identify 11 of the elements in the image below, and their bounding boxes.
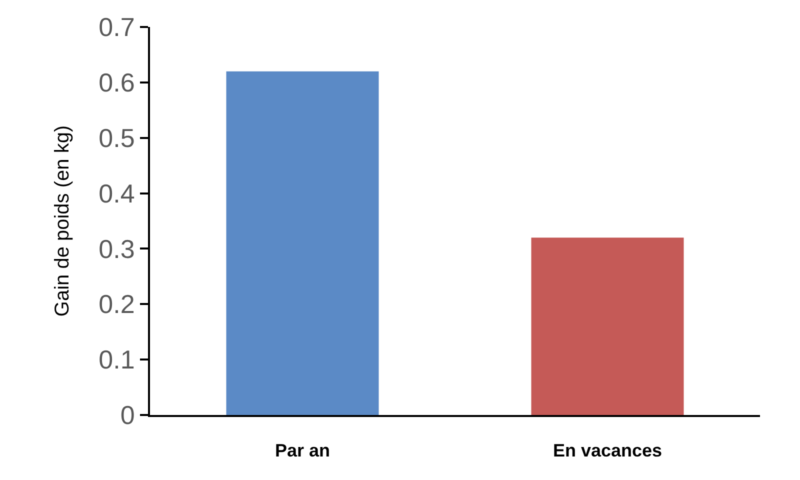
y-tick-label: 0.1 — [98, 344, 135, 375]
y-tick-label: 0.4 — [98, 178, 135, 208]
x-tick-label: En vacances — [552, 440, 662, 461]
y-tick-label: 0.3 — [98, 234, 135, 264]
y-tick-label: 0.5 — [98, 122, 135, 153]
y-tick-label: 0.6 — [98, 68, 135, 98]
y-tick-label: 0 — [120, 400, 135, 430]
y-tick-label: 0.7 — [98, 12, 135, 42]
y-axis-title: Gain de poids (en kg) — [52, 125, 74, 317]
x-tick-label: Par an — [274, 440, 330, 461]
y-tick-label: 0.2 — [98, 289, 135, 320]
